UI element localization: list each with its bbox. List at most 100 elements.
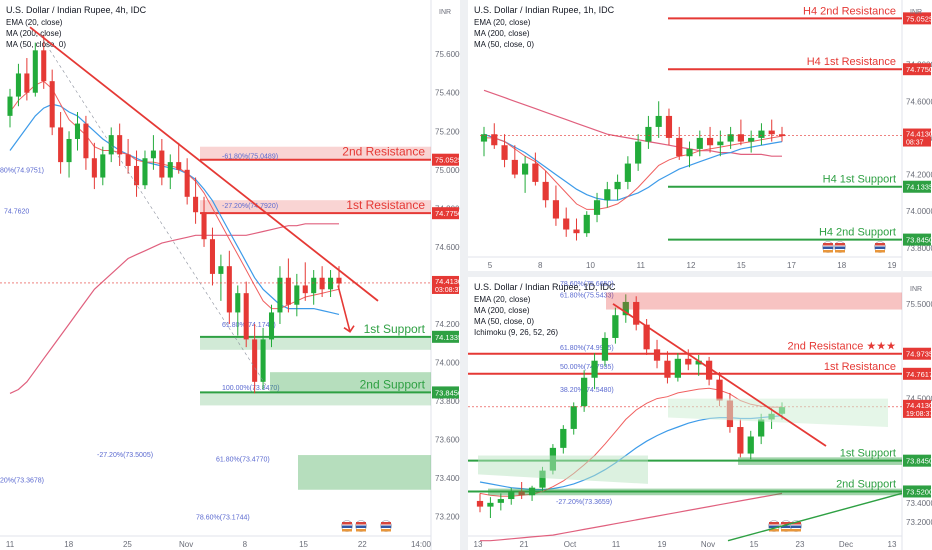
- candle-body: [716, 379, 723, 401]
- chart-title: U.S. Dollar / Indian Rupee, 4h, IDC: [6, 5, 147, 15]
- x-tick-label: 15: [737, 261, 746, 270]
- candle-body: [591, 360, 598, 378]
- candle-body: [560, 428, 567, 448]
- x-tick-label: 5: [488, 261, 493, 270]
- candle-body: [260, 339, 266, 382]
- us-flag-icon[interactable]: [341, 520, 353, 532]
- x-tick-label: 23: [796, 540, 805, 549]
- flag-stripe: [875, 243, 885, 246]
- candle-body: [193, 196, 199, 213]
- candle-body: [58, 127, 64, 163]
- flag-stripe: [835, 246, 845, 249]
- x-tick-label: 8: [538, 261, 543, 270]
- us-flag-icon[interactable]: [874, 241, 886, 253]
- chart-4h[interactable]: 75.600075.400075.200075.000074.800074.60…: [0, 0, 460, 550]
- candle-body: [581, 377, 588, 407]
- x-tick-label: 13: [888, 540, 897, 549]
- candle-body: [74, 123, 81, 139]
- y-tick-label: 74.0000: [906, 207, 932, 216]
- price-axis[interactable]: [431, 0, 460, 550]
- legend-entry: MA (200, close): [474, 306, 530, 315]
- level-label: 1st Support: [840, 448, 896, 460]
- candle-body: [748, 137, 755, 142]
- level-price-tag-text: 74.7750: [906, 65, 932, 74]
- chart-1d[interactable]: 75.5000 74.5000 73.4000 73.2000 13 21 Oct 11 19 N…: [468, 277, 932, 550]
- flag-stripe: [781, 522, 791, 525]
- current-price-value: 74.4130: [906, 130, 932, 139]
- candle-body: [573, 229, 580, 234]
- candle-body: [66, 138, 72, 163]
- level-label: 2nd Resistance ★★★: [788, 341, 897, 353]
- level-price-tag: [903, 347, 931, 360]
- level-label: 1st Resistance: [824, 361, 896, 373]
- legend-entry: MA (200, close): [474, 29, 530, 38]
- us-flag-icon[interactable]: [790, 520, 802, 532]
- y-tick-label: 74.2000: [906, 171, 932, 180]
- candle-body: [311, 277, 317, 294]
- level-price-tag-text: 74.7617: [906, 370, 932, 379]
- flag-stripe: [769, 529, 779, 532]
- india-flag-icon[interactable]: [780, 520, 792, 532]
- level-price-tag-text: 74.7750: [435, 209, 460, 218]
- fib-label: 78.60%(73.1744): [196, 515, 250, 522]
- x-tick-label: 21: [520, 540, 529, 549]
- level-zone: [200, 392, 431, 406]
- flag-stripe: [823, 250, 833, 253]
- level-price-tag: [903, 233, 931, 246]
- candle-body: [7, 96, 13, 116]
- candle-body: [201, 212, 207, 240]
- candle-body: [685, 358, 692, 365]
- ascending-trendline: [727, 492, 903, 542]
- flag-stripe: [791, 522, 801, 525]
- level-price-tag: [432, 330, 459, 343]
- chart-title: U.S. Dollar / Indian Rupee, 1D, IDC: [474, 282, 616, 292]
- level-price-tag: [432, 153, 459, 166]
- y-tick-label: 74.6000: [906, 97, 932, 106]
- x-tick-label: 15: [750, 540, 759, 549]
- candle-body: [15, 73, 21, 97]
- current-price-countdown: 19:08:37: [906, 411, 932, 418]
- candle-body: [476, 500, 484, 507]
- x-tick-label: Nov: [701, 540, 715, 549]
- india-flag-icon[interactable]: [355, 520, 367, 532]
- chart-1h[interactable]: 74.800074.600074.400074.200074.000073.80…: [468, 0, 932, 271]
- flag-stripe: [769, 525, 779, 528]
- candle-body: [665, 115, 673, 138]
- flag-stripe: [769, 522, 779, 525]
- flag-stripe: [381, 525, 391, 528]
- level-price-tag: [903, 367, 931, 380]
- ma200-line: [480, 492, 783, 542]
- candle-body: [243, 293, 249, 340]
- flag-stripe: [342, 529, 352, 532]
- candle-body: [167, 162, 173, 178]
- ma200-line: [483, 89, 782, 157]
- candle-body: [209, 239, 215, 274]
- legend-entry: EMA (20, close): [474, 295, 531, 304]
- legend-entry: MA (50, close, 0): [474, 40, 534, 49]
- candle-body: [542, 181, 549, 201]
- candle-body: [294, 285, 300, 305]
- level-label: H4 1st Support: [823, 174, 896, 186]
- us-flag-icon[interactable]: [822, 241, 834, 253]
- candle-body: [302, 285, 308, 294]
- support-zone-highlight: [270, 372, 431, 393]
- level-zone: [200, 336, 431, 350]
- candle-body: [528, 487, 536, 496]
- flag-stripe: [356, 525, 366, 528]
- candle-body: [218, 266, 224, 274]
- candle-body: [768, 130, 775, 135]
- currency-badge: INR: [439, 9, 451, 16]
- legend-entry: MA (200, close): [6, 29, 62, 38]
- level-price-tag: [903, 180, 931, 193]
- level-price-tag: [903, 12, 931, 25]
- descending-trendline: [29, 26, 379, 302]
- us-flag-icon[interactable]: [380, 520, 392, 532]
- flag-stripe: [791, 525, 801, 528]
- y-tick-label: 75.2000: [435, 127, 460, 136]
- panel-divider-horizontal[interactable]: [468, 271, 932, 277]
- india-flag-icon[interactable]: [834, 241, 846, 253]
- chart-panel-1d: 75.5000 74.5000 73.4000 73.2000 13 21 Oct 11 19 N…: [468, 277, 932, 550]
- panel-divider-vertical[interactable]: [460, 0, 468, 550]
- candle-body: [277, 277, 283, 313]
- candle-body: [176, 162, 182, 170]
